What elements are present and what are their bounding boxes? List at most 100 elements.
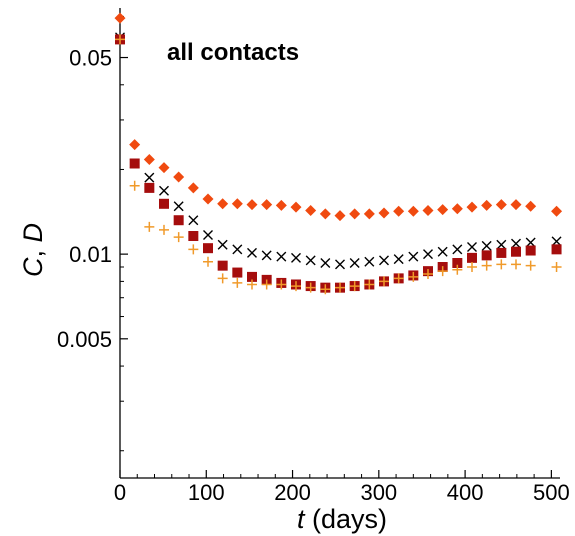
point-diamond [466, 201, 478, 213]
point-square [496, 247, 507, 258]
point-cross [217, 239, 228, 250]
point-plus [129, 180, 140, 191]
x-tick-label: 400 [447, 480, 484, 505]
point-cross [291, 252, 301, 263]
point-plus [525, 260, 536, 271]
point-cross [437, 246, 448, 257]
point-cross [188, 215, 199, 226]
point-plus [393, 273, 404, 284]
point-diamond [451, 203, 463, 215]
x-axis-label-rest: (days) [304, 504, 387, 534]
series-square [115, 34, 562, 293]
point-diamond [231, 198, 243, 210]
point-diamond [437, 204, 449, 216]
x-tick-label: 500 [533, 480, 570, 505]
point-diamond [481, 199, 493, 211]
point-diamond [114, 12, 126, 24]
point-plus [291, 281, 301, 292]
point-diamond [275, 199, 287, 211]
point-square [129, 158, 140, 169]
point-plus [335, 282, 345, 293]
point-diamond [246, 199, 258, 211]
point-cross [481, 240, 492, 251]
x-tick-label: 100 [188, 480, 225, 505]
point-square [144, 182, 155, 193]
point-square [551, 244, 562, 255]
point-diamond [349, 208, 361, 220]
y-axis-label: C, D [18, 223, 48, 277]
point-diamond [261, 199, 273, 211]
x-axis-label: t (days) [297, 504, 387, 534]
point-diamond [143, 153, 155, 165]
point-plus [173, 232, 184, 243]
point-cross [320, 258, 331, 268]
series-plus [115, 34, 562, 295]
point-cross [525, 237, 536, 248]
point-diamond [305, 204, 317, 216]
point-plus [452, 264, 463, 275]
point-cross [379, 255, 389, 266]
point-diamond [173, 171, 185, 183]
point-cross [393, 254, 404, 265]
ticks: 0 100 200 300 400 500 0.005 0.01 0.05 [57, 15, 570, 505]
point-square [525, 245, 536, 256]
point-cross [247, 247, 257, 258]
point-plus [379, 276, 389, 287]
point-diamond [217, 198, 229, 210]
point-cross [159, 185, 169, 196]
point-plus [364, 279, 375, 290]
y-tick-label: 0.01 [69, 242, 112, 267]
point-diamond [129, 139, 141, 151]
point-diamond [407, 205, 419, 217]
point-diamond [363, 208, 375, 220]
point-square [159, 198, 169, 209]
point-plus [144, 221, 155, 232]
point-cross [144, 172, 155, 183]
point-plus [276, 279, 287, 290]
point-plus [481, 260, 492, 271]
point-diamond [187, 182, 199, 194]
data-points [114, 12, 563, 295]
series-diamond [114, 12, 563, 222]
point-square [217, 260, 228, 271]
point-diamond [495, 199, 507, 211]
point-cross [364, 256, 375, 267]
point-diamond [290, 201, 302, 213]
point-plus [305, 282, 316, 293]
point-cross [335, 259, 345, 270]
point-cross [349, 258, 360, 268]
point-plus [511, 259, 521, 270]
point-cross [423, 249, 433, 260]
point-cross [305, 255, 316, 266]
annotation-all-contacts: all contacts [167, 39, 299, 66]
point-plus [408, 271, 419, 282]
point-plus [232, 277, 243, 288]
point-plus [551, 262, 562, 273]
point-diamond [422, 204, 434, 216]
point-cross [203, 229, 213, 240]
point-plus [247, 279, 257, 290]
point-cross [511, 238, 521, 249]
x-tick-label: 200 [274, 480, 311, 505]
point-plus [203, 256, 213, 267]
x-tick-label: 300 [360, 480, 397, 505]
point-plus [159, 224, 169, 235]
point-cross [408, 251, 419, 262]
point-square [232, 267, 243, 278]
point-square [247, 271, 257, 282]
point-square [203, 243, 213, 254]
point-diamond [202, 193, 214, 205]
point-diamond [158, 162, 170, 174]
point-plus [261, 279, 272, 290]
axes [119, 8, 560, 479]
point-plus [188, 244, 199, 255]
point-square [188, 231, 199, 242]
point-plus [115, 34, 125, 45]
series-cross [115, 32, 562, 270]
x-tick-label: 0 [114, 480, 126, 505]
point-cross [496, 239, 507, 250]
point-diamond [319, 208, 331, 220]
point-plus [320, 284, 331, 295]
point-diamond [334, 210, 346, 222]
